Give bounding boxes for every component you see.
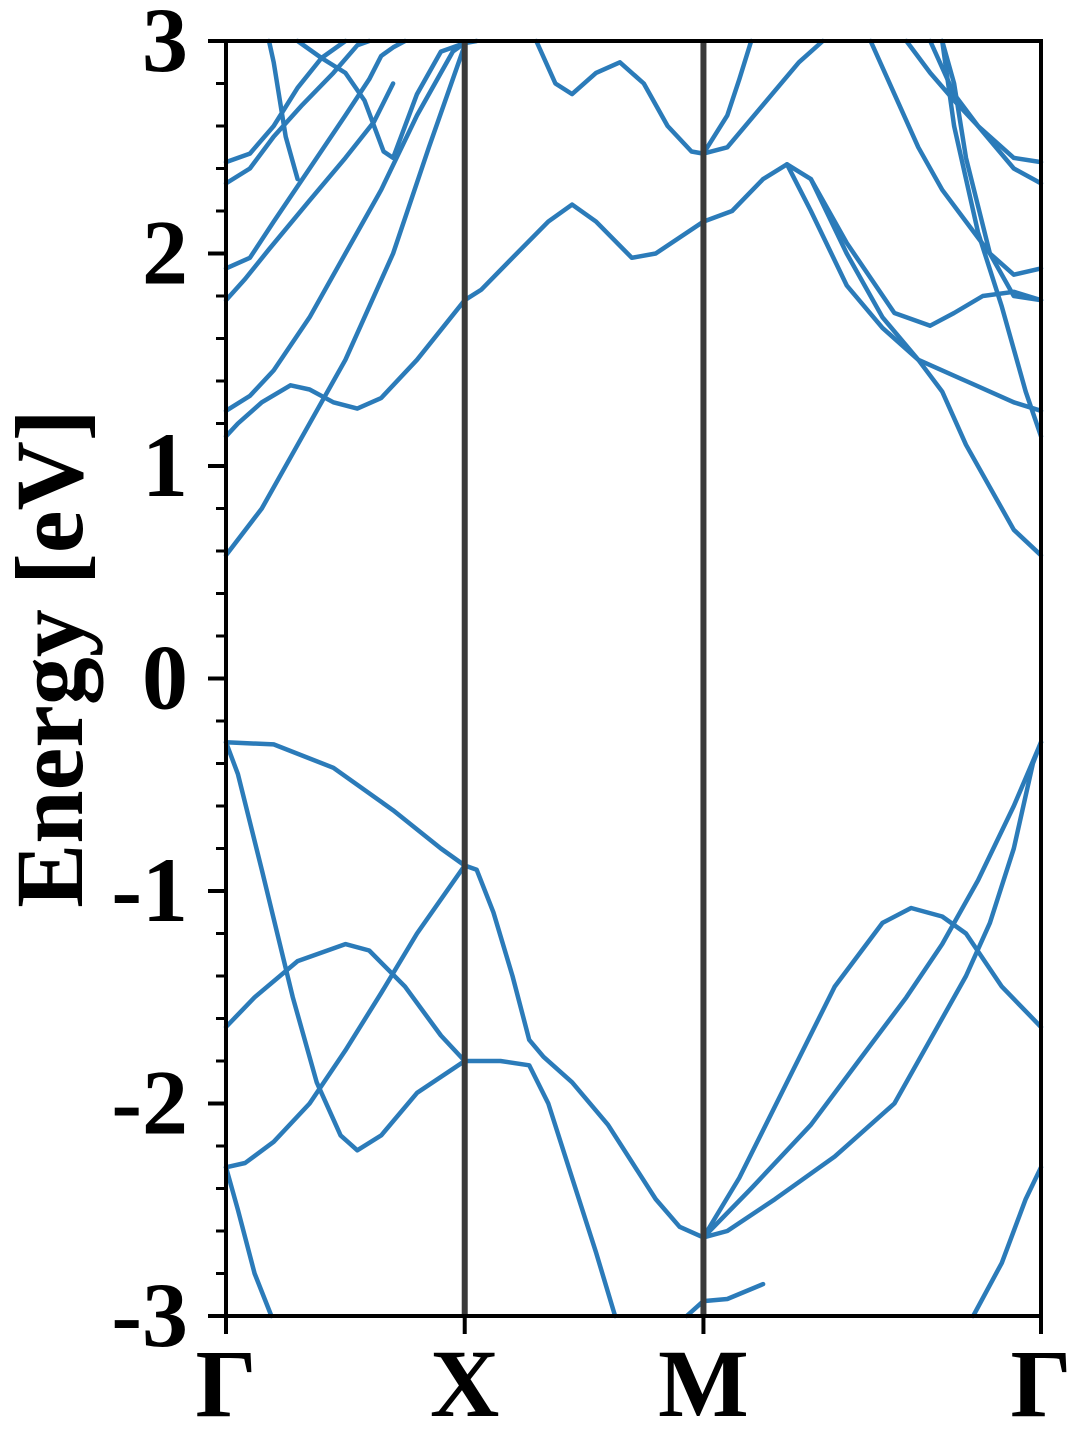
band-line-27 — [784, 162, 1044, 558]
y-axis-label: Energy [eV] — [0, 409, 103, 908]
ytick-label: -3 — [111, 1264, 188, 1366]
ytick-labels-group: 3 2 1 0 -1 -2 -3 — [111, 0, 188, 1366]
band-line-3 — [223, 740, 467, 868]
band-line-2 — [223, 740, 1044, 1240]
band-line-1 — [223, 1165, 274, 1319]
band-line-16 — [223, 38, 348, 165]
major-ticks-group — [208, 39, 1043, 1334]
kpoint-label: X — [430, 1330, 499, 1437]
band-line-12 — [223, 40, 467, 414]
band-line-28 — [808, 176, 1044, 414]
kpoint-lines-group — [461, 41, 707, 1316]
band-line-5 — [223, 941, 467, 1064]
plot-frame — [224, 39, 1043, 1318]
band-line-18 — [266, 38, 300, 182]
band-line-17 — [295, 38, 467, 161]
ytick-label: 1 — [142, 414, 188, 516]
band-line-4 — [223, 740, 618, 1319]
kpoint-label: M — [658, 1330, 749, 1437]
band-line-14 — [223, 38, 408, 271]
kpoint-label: Γ — [1010, 1330, 1071, 1437]
ytick-label: 2 — [142, 202, 188, 304]
band-line-11 — [223, 162, 1044, 439]
band-line-21 — [701, 38, 754, 156]
band-line-22 — [868, 38, 1044, 277]
kpoint-label: Γ — [195, 1330, 256, 1437]
ytick-label: 3 — [142, 0, 188, 91]
band-line-7 — [701, 740, 1044, 1240]
band-line-8 — [684, 1281, 766, 1319]
band-line-25 — [939, 38, 1044, 439]
band-line-15 — [223, 38, 372, 186]
band-series-group — [223, 38, 1044, 1319]
ytick-label: -2 — [111, 1052, 188, 1154]
band-line-26 — [939, 38, 1044, 303]
band-line-6 — [701, 905, 1044, 1240]
band-line-20 — [534, 38, 826, 156]
band-line-9 — [970, 1165, 1044, 1319]
ytick-label: -1 — [111, 839, 188, 941]
ytick-label: 0 — [142, 627, 188, 729]
band-line-10 — [223, 43, 467, 558]
